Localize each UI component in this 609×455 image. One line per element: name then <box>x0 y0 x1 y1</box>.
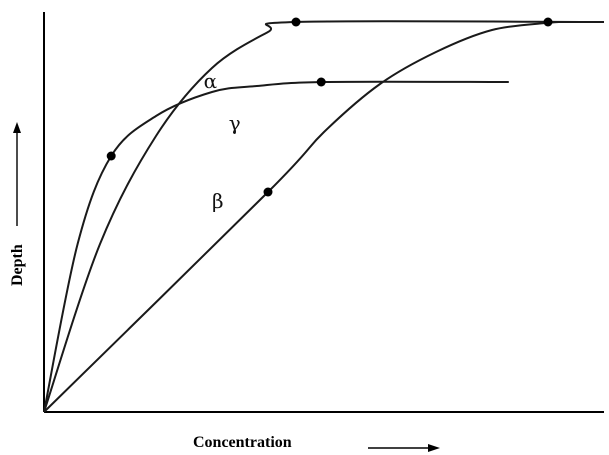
point-alpha-0 <box>291 17 301 27</box>
series-line-beta <box>43 20 605 413</box>
point-gamma-1 <box>316 77 326 87</box>
series-line-alpha <box>43 20 605 413</box>
y-axis-label: Depth <box>9 244 26 286</box>
series-label-gamma: γ <box>229 111 241 135</box>
series-label-alpha: α <box>204 69 218 93</box>
series-label-beta: β <box>212 189 224 213</box>
x-axis-arrowhead <box>428 444 440 452</box>
curves <box>43 20 605 413</box>
point-beta-0 <box>263 187 273 197</box>
markers <box>106 17 553 197</box>
series-line-gamma <box>43 80 509 413</box>
x-axis-label: Concentration <box>193 434 292 451</box>
point-gamma-0 <box>106 151 116 161</box>
y-axis-arrowhead <box>13 122 21 133</box>
point-beta-1 <box>543 17 553 27</box>
